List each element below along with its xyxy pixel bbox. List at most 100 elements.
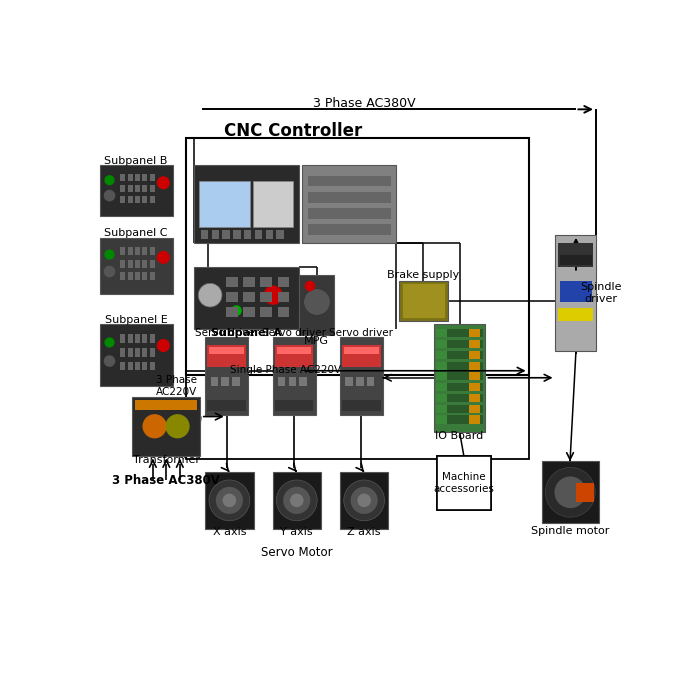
Bar — [542, 461, 598, 524]
Bar — [142, 247, 147, 256]
Bar — [142, 196, 147, 203]
Bar — [120, 196, 125, 203]
Bar — [300, 275, 335, 335]
Bar — [120, 362, 125, 370]
Text: Servo Motor: Servo Motor — [261, 547, 332, 559]
Circle shape — [344, 480, 384, 521]
Circle shape — [351, 486, 378, 514]
Bar — [342, 345, 381, 367]
Circle shape — [104, 190, 116, 202]
Text: Z axis: Z axis — [347, 527, 381, 538]
Bar — [186, 138, 528, 375]
Bar — [150, 272, 155, 280]
Bar — [436, 351, 483, 359]
Bar — [127, 196, 133, 203]
Bar — [127, 247, 133, 256]
Bar — [340, 337, 383, 416]
Bar — [288, 377, 296, 386]
Bar — [345, 377, 353, 386]
Text: IO Board: IO Board — [435, 431, 484, 441]
Bar — [135, 335, 140, 343]
Bar — [344, 347, 379, 354]
Bar — [274, 400, 314, 411]
Bar — [209, 347, 244, 354]
Text: Servo driver: Servo driver — [262, 328, 326, 338]
Bar — [207, 400, 246, 411]
Bar — [135, 400, 197, 410]
Bar — [469, 351, 480, 359]
Bar — [469, 340, 480, 348]
Bar — [221, 377, 229, 386]
Bar — [233, 230, 241, 239]
Bar — [243, 292, 255, 302]
Text: Machine
accessories: Machine accessories — [433, 472, 494, 493]
Bar — [199, 181, 250, 227]
Text: MPG: MPG — [304, 336, 329, 346]
Bar — [142, 174, 147, 181]
Bar — [307, 224, 391, 235]
Bar — [135, 348, 140, 357]
Bar — [276, 347, 312, 354]
Bar — [135, 362, 140, 370]
Bar — [142, 335, 147, 343]
Circle shape — [263, 286, 283, 305]
Circle shape — [290, 494, 304, 508]
Bar — [558, 308, 593, 321]
Circle shape — [545, 468, 595, 517]
Bar — [142, 272, 147, 280]
Bar — [469, 362, 480, 370]
Text: X axis: X axis — [213, 527, 246, 538]
Circle shape — [554, 477, 586, 508]
Bar — [436, 329, 447, 337]
Circle shape — [276, 480, 317, 521]
Bar — [436, 394, 483, 402]
Bar — [307, 192, 391, 202]
Bar — [232, 377, 239, 386]
Bar — [135, 196, 140, 203]
Bar — [436, 383, 447, 391]
Bar — [142, 185, 147, 192]
Bar — [253, 181, 293, 227]
Bar — [278, 277, 290, 287]
Bar — [307, 208, 391, 218]
Bar — [342, 400, 381, 411]
Text: Spindle motor: Spindle motor — [531, 526, 609, 536]
Bar — [127, 362, 133, 370]
Bar — [276, 230, 284, 239]
Bar — [560, 281, 592, 302]
Bar — [272, 337, 316, 416]
Bar — [135, 247, 140, 256]
Bar — [576, 483, 594, 502]
Bar — [307, 176, 391, 186]
Bar — [186, 375, 528, 459]
Circle shape — [104, 249, 115, 260]
Bar — [127, 260, 133, 267]
Bar — [100, 237, 173, 294]
Bar — [135, 174, 140, 181]
Text: CNC Controller: CNC Controller — [224, 122, 363, 141]
Text: 3 Phase
AC220V: 3 Phase AC220V — [156, 375, 197, 397]
Bar — [127, 348, 133, 357]
Bar — [205, 337, 248, 416]
Bar — [469, 416, 480, 423]
Bar — [226, 307, 238, 317]
Bar — [556, 235, 596, 351]
Bar — [402, 284, 445, 318]
Bar — [437, 456, 491, 510]
Bar — [436, 416, 483, 423]
Bar — [142, 348, 147, 357]
Text: Subpanel B: Subpanel B — [104, 155, 168, 165]
Bar — [120, 185, 125, 192]
Bar — [226, 277, 238, 287]
Bar — [226, 292, 238, 302]
Text: Single Phase AC220V: Single Phase AC220V — [230, 365, 342, 374]
Text: Spindle
driver: Spindle driver — [580, 282, 622, 304]
Text: Servo driver: Servo driver — [330, 328, 393, 338]
Bar — [243, 277, 255, 287]
Bar — [120, 247, 125, 256]
Bar — [100, 165, 173, 216]
Bar — [243, 307, 255, 317]
Bar — [436, 329, 483, 337]
Bar — [150, 247, 155, 256]
Circle shape — [104, 355, 116, 367]
